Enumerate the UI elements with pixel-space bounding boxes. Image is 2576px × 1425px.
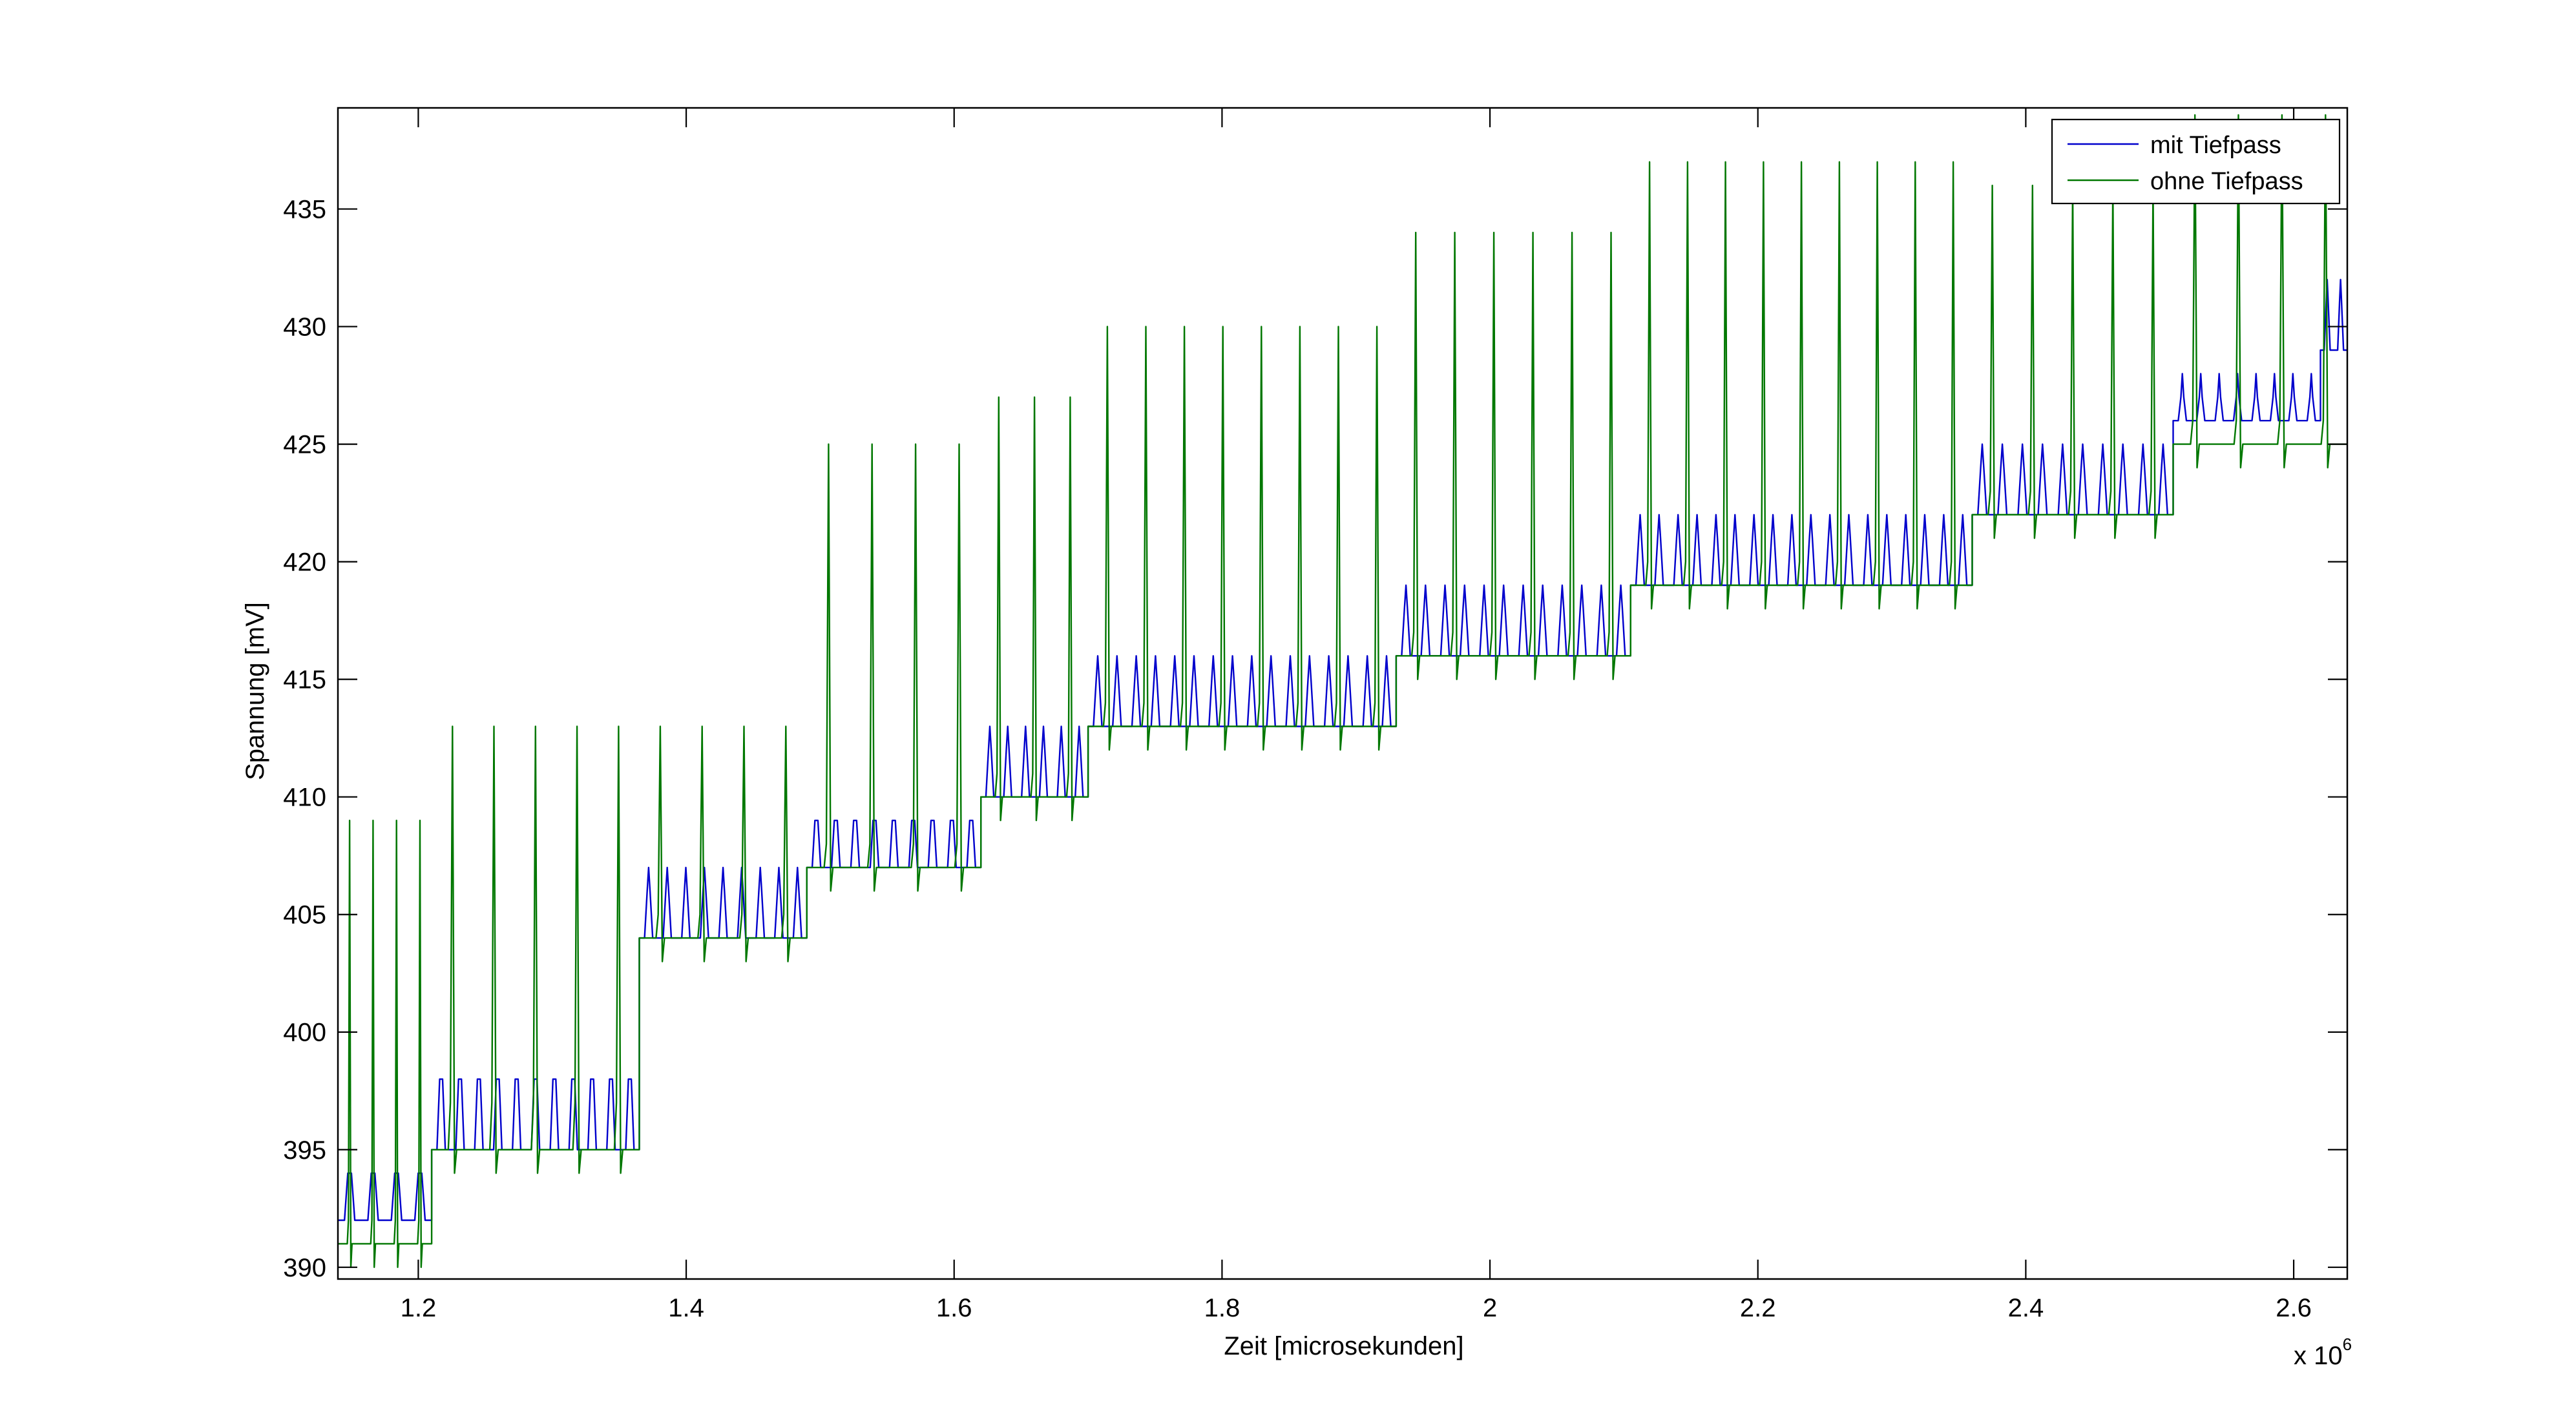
series-line-ohne-tiefpass: [338, 114, 2347, 1268]
legend: mit Tiefpass ohne Tiefpass: [2051, 118, 2341, 205]
y-tick-label: 410: [283, 784, 326, 812]
plot-area: [338, 114, 2347, 1268]
x-axis-exponent: x 106: [2294, 1335, 2352, 1370]
y-tick-label: 415: [283, 666, 326, 694]
y-tick-label: 430: [283, 313, 326, 342]
x-tick-label: 2: [1483, 1294, 1497, 1322]
y-tick-label: 425: [283, 431, 326, 459]
x-tick-label: 1.4: [668, 1294, 704, 1322]
axes-layer: 1.2 1.4 1.6 1.8 2 2.2 2.4 2.6 390 395 400 405 410 415…: [283, 107, 2349, 1322]
legend-box: [2051, 118, 2341, 205]
y-axis-label: Spannung [mV]: [241, 602, 269, 780]
y-tick-label: 405: [283, 901, 326, 930]
y-tick-label: 400: [283, 1019, 326, 1047]
y-tick-label: 395: [283, 1136, 326, 1165]
x-axis-exponent-power: 6: [2343, 1335, 2352, 1354]
series-layer: [338, 114, 2347, 1268]
x-axis-label: Zeit [microsekunden]: [1224, 1332, 1463, 1360]
legend-label: ohne Tiefpass: [2150, 168, 2303, 195]
x-tick-label: 1.6: [936, 1294, 972, 1322]
x-tick-label: 1.2: [401, 1294, 437, 1322]
y-tick-label: 390: [283, 1254, 326, 1282]
y-tick-label: 420: [283, 548, 326, 577]
y-tick-label: 435: [283, 196, 326, 224]
x-axis-exponent-base: x 10: [2294, 1342, 2343, 1370]
series-line-mit-tiefpass: [338, 278, 2347, 1222]
x-tick-label: 2.2: [1740, 1294, 1776, 1322]
legend-label: mit Tiefpass: [2150, 132, 2281, 159]
x-tick-label: 2.4: [2008, 1294, 2044, 1322]
axes-box: [337, 107, 2349, 1280]
x-tick-label: 1.8: [1204, 1294, 1241, 1322]
x-tick-label: 2.6: [2276, 1294, 2312, 1322]
